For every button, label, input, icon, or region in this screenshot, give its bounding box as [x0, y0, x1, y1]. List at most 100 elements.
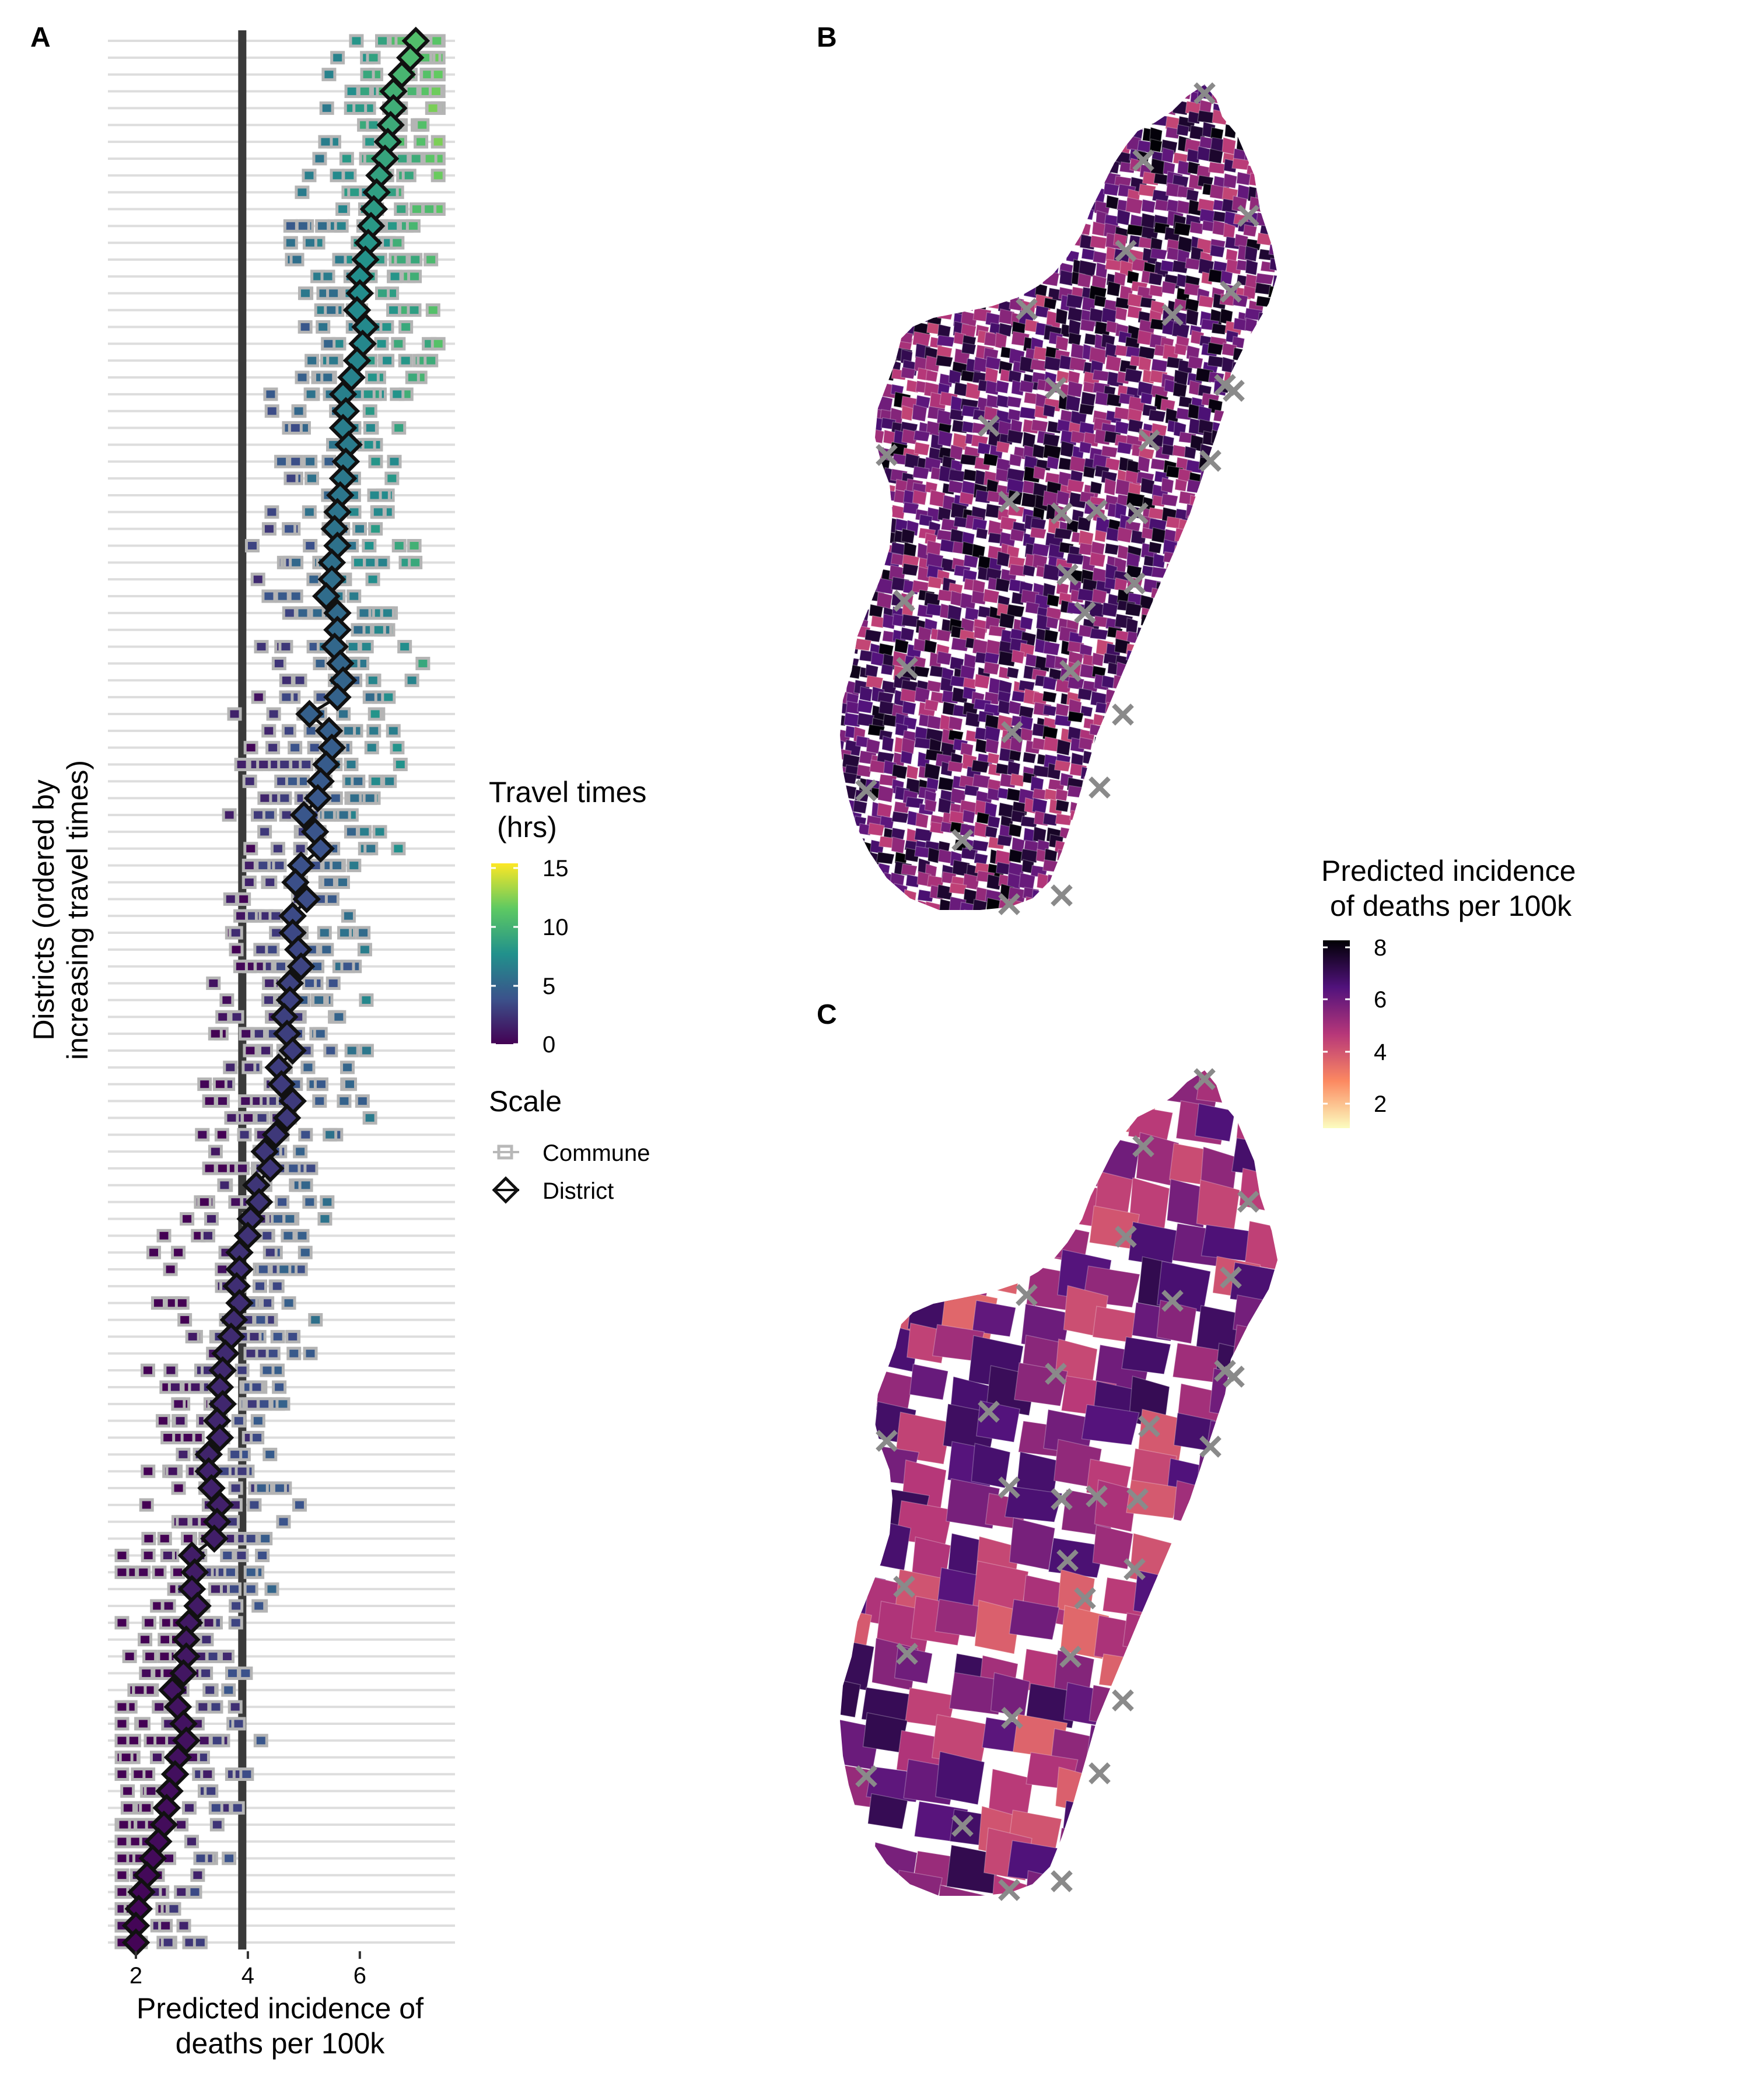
map-region	[853, 501, 870, 519]
map-region	[1056, 911, 1073, 928]
commune-point	[288, 421, 303, 435]
panel-label-a: A	[30, 22, 51, 53]
commune-point	[206, 977, 221, 991]
map-region	[925, 369, 939, 383]
map-region	[1153, 859, 1172, 876]
map-region	[1163, 551, 1180, 564]
map-region	[871, 150, 887, 167]
map-region	[933, 1070, 980, 1124]
map-region	[1212, 874, 1228, 890]
map-region	[1256, 369, 1274, 386]
commune-point	[247, 1498, 262, 1512]
map-region	[1115, 85, 1134, 89]
map-region	[870, 319, 885, 338]
map-region	[1184, 580, 1202, 593]
commune-point	[341, 724, 356, 738]
map-region	[963, 85, 981, 91]
commune-point	[114, 1565, 130, 1579]
commune-point	[345, 640, 360, 654]
map-region	[984, 182, 999, 199]
map-region	[1093, 1615, 1148, 1664]
commune-point	[407, 303, 422, 317]
map-region	[1089, 481, 1102, 495]
map-region	[1023, 237, 1038, 251]
map-region	[1022, 176, 1038, 192]
map-region	[1035, 304, 1049, 318]
map-region	[1268, 222, 1278, 240]
commune-point	[390, 741, 405, 755]
map-region	[911, 404, 928, 422]
map-region	[950, 219, 965, 236]
map-region	[915, 159, 929, 174]
commune-point	[405, 219, 421, 233]
map-region	[960, 847, 977, 860]
map-region	[1042, 859, 1062, 873]
map-region	[1160, 750, 1178, 768]
map-region	[840, 504, 847, 518]
map-region	[1196, 1070, 1250, 1106]
commune-point	[114, 1868, 130, 1882]
map-region	[1106, 762, 1122, 780]
commune-point	[339, 152, 354, 166]
map-region	[1150, 458, 1167, 471]
map-region	[1048, 112, 1065, 128]
map-region	[1154, 786, 1172, 802]
map-region	[1245, 692, 1262, 708]
map-region	[1093, 736, 1108, 753]
map-region	[1102, 96, 1116, 115]
map-region	[1282, 221, 1298, 237]
commune-point	[149, 1751, 164, 1765]
panel-label-c: C	[817, 999, 837, 1030]
map-region	[971, 590, 988, 606]
map-region	[1185, 569, 1203, 584]
map-region	[1280, 323, 1296, 338]
map-region	[1082, 123, 1097, 135]
map-region	[1019, 615, 1034, 631]
map-region	[840, 1225, 879, 1279]
district-point	[200, 1524, 229, 1553]
commune-point	[298, 286, 313, 300]
map-region	[880, 136, 896, 152]
map-region	[1118, 888, 1136, 902]
map-b-communes	[840, 82, 1298, 928]
map-region	[1242, 223, 1258, 237]
map-region	[1196, 590, 1215, 609]
map-region	[876, 851, 895, 865]
map-region	[1012, 158, 1027, 172]
commune-point	[313, 1077, 328, 1091]
commune-point	[357, 825, 372, 839]
map-region	[843, 407, 859, 424]
commune-point	[139, 1801, 154, 1815]
map-region	[866, 370, 883, 387]
map-region	[1115, 808, 1130, 825]
map-region	[1266, 173, 1278, 188]
map-region	[1148, 541, 1163, 554]
map-region	[1118, 691, 1131, 706]
map-region	[1031, 542, 1051, 557]
map-region	[1079, 403, 1095, 415]
map-region	[889, 103, 904, 121]
map-region	[1202, 1850, 1248, 1889]
map-region	[1196, 907, 1214, 910]
map-region	[866, 877, 884, 891]
map-region	[1235, 430, 1252, 447]
map-region	[1057, 174, 1076, 188]
map-region	[905, 231, 923, 249]
map-region	[847, 369, 863, 387]
map-region	[1254, 814, 1272, 830]
commune-point	[243, 1565, 258, 1579]
map-region	[965, 183, 981, 199]
map-region	[858, 542, 874, 560]
map-region	[841, 825, 855, 842]
map-region	[853, 888, 867, 902]
map-region	[975, 527, 989, 540]
map-region	[840, 564, 849, 583]
map-region	[1212, 478, 1225, 493]
map-region	[1024, 85, 1041, 88]
commune-point	[242, 875, 257, 889]
y-axis-title-line1: Districts (ordered by	[27, 779, 60, 1040]
commune-point	[141, 1548, 156, 1562]
map-region	[1171, 85, 1188, 93]
map-region	[877, 85, 896, 98]
